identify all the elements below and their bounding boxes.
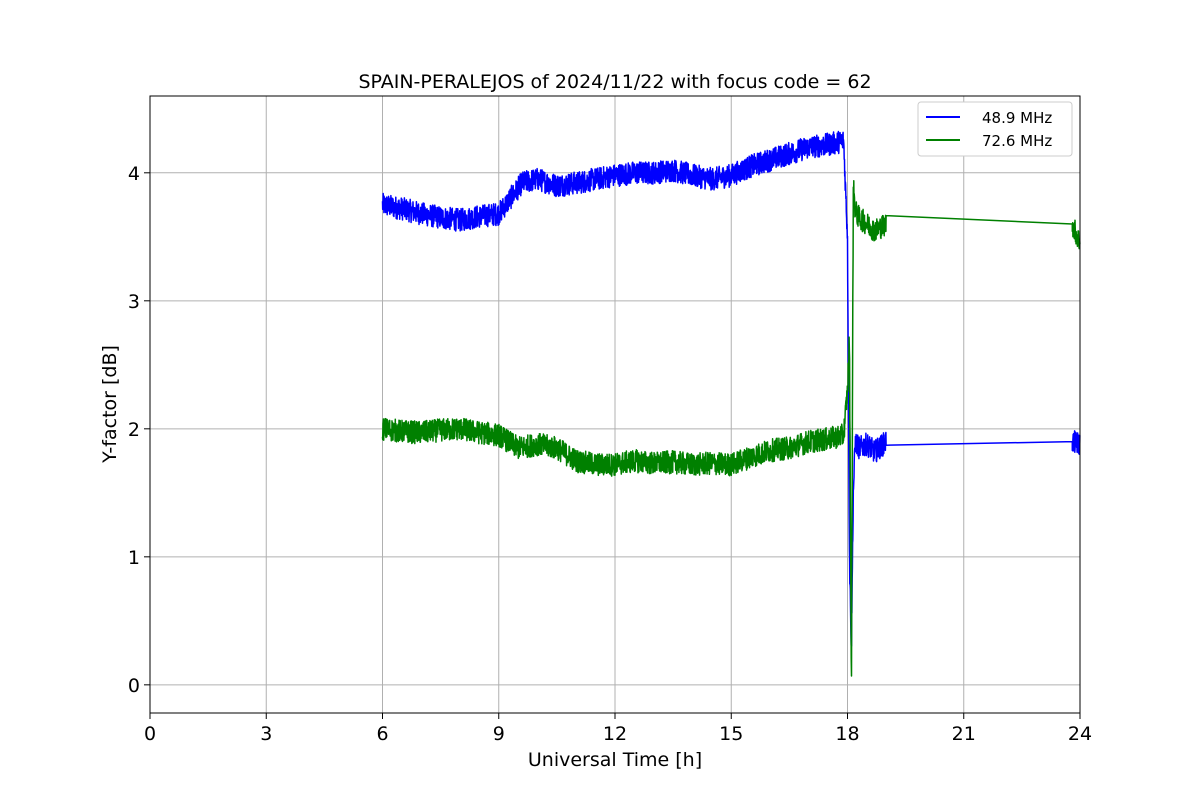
legend: 48.9 MHz 72.6 MHz: [917, 101, 1073, 157]
y-axis-label: Y-factor [dB]: [99, 345, 121, 464]
series-line-72-6-mhz: [381, 180, 1081, 677]
legend-label-48-9-mhz: 48.9 MHz: [982, 109, 1052, 127]
x-tick-label: 12: [603, 723, 627, 745]
legend-box: [917, 101, 1073, 157]
x-tick-label: 24: [1068, 723, 1092, 745]
grid-layer: [149, 96, 1081, 713]
y-tick-label: 2: [128, 419, 140, 441]
x-tick-label: 3: [260, 723, 272, 745]
y-tick-label: 3: [128, 291, 140, 313]
y-tick-label: 4: [128, 163, 140, 185]
chart-title: SPAIN-PERALEJOS of 2024/11/22 with focus…: [358, 71, 871, 93]
x-tick-label: 0: [144, 723, 156, 745]
x-axis: 0 3 6 9 12 15 18 21 24: [144, 713, 1092, 745]
x-tick-label: 18: [835, 723, 859, 745]
legend-label-72-6-mhz: 72.6 MHz: [982, 132, 1052, 150]
y-axis: 0 1 2 3 4: [128, 163, 150, 697]
y-tick-label: 0: [128, 675, 140, 697]
series-line-48-9-mhz: [381, 130, 1081, 647]
x-tick-label: 9: [493, 723, 505, 745]
x-axis-label: Universal Time [h]: [528, 749, 702, 771]
x-tick-label: 15: [719, 723, 743, 745]
x-tick-label: 6: [376, 723, 388, 745]
series-layer: [381, 130, 1081, 677]
x-tick-label: 21: [952, 723, 976, 745]
y-tick-label: 1: [128, 547, 140, 569]
